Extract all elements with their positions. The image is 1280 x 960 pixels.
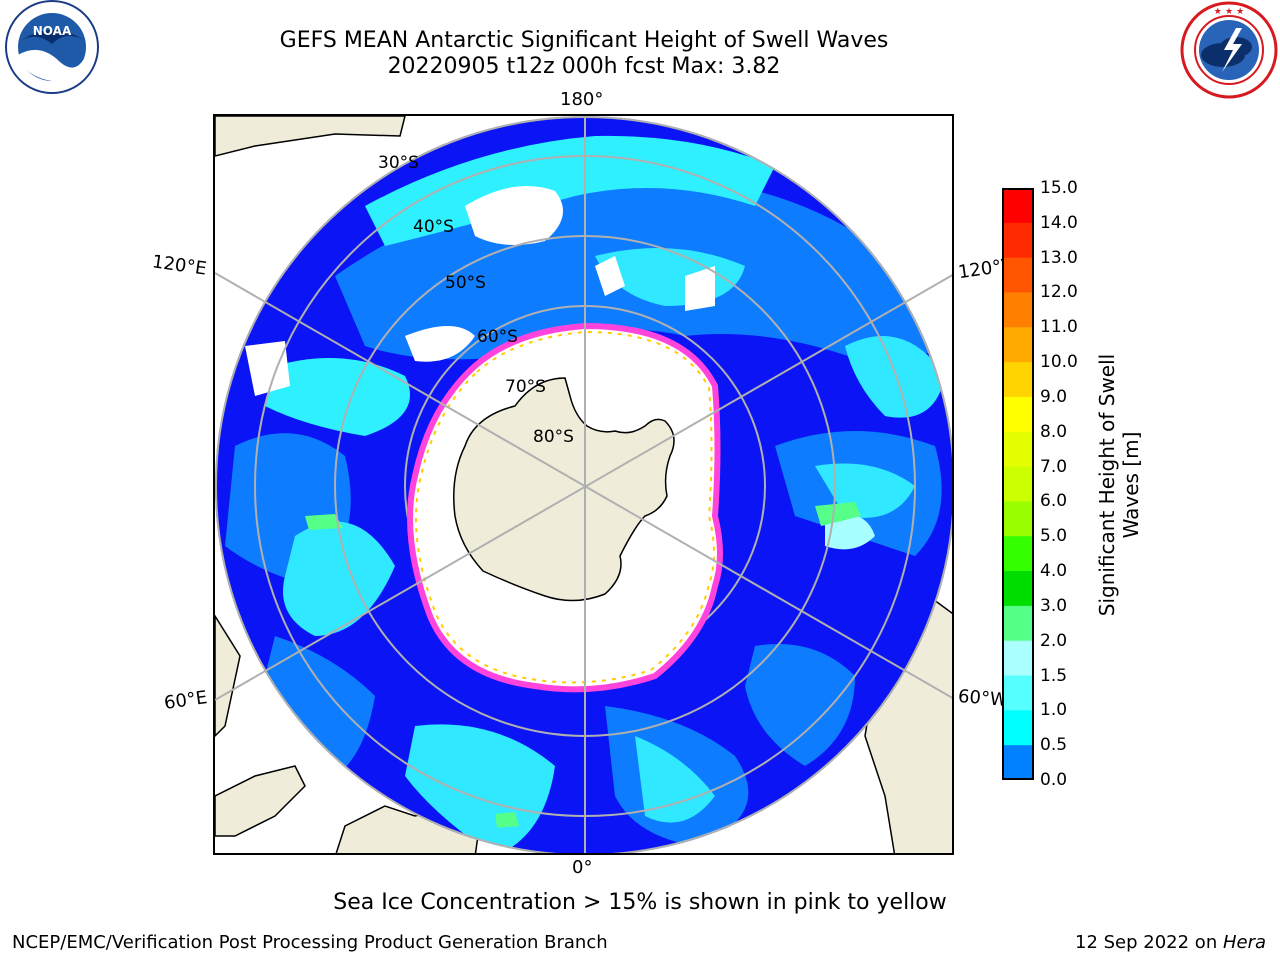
colorbar-segment [1002,640,1034,677]
colorbar-tick-label: 2.0 [1040,630,1068,651]
sea-ice-note: Sea Ice Concentration > 15% is shown in … [333,890,947,915]
colorbar-segment [1002,362,1034,398]
colorbar-segment [1002,745,1034,781]
colorbar-tick-label: 14.0 [1040,212,1078,233]
colorbar-tick-label: 1.0 [1040,700,1068,721]
lat-label-50s: 50°S [445,273,486,293]
colorbar-tick-label: 6.0 [1040,491,1068,512]
map-frame: 30°S 40°S 50°S 60°S 70°S 80°S [213,114,954,855]
lat-label-40s: 40°S [413,217,454,237]
colorbar-segment [1002,257,1034,293]
colorbar-segment [1002,536,1034,572]
colorbar-segment [1002,396,1034,433]
lon-label-120e: 120°E [150,251,208,280]
colorbar-tick-label: 9.0 [1040,386,1068,407]
colorbar-tick-label: 7.0 [1040,456,1068,477]
lat-label-60s: 60°S [477,327,518,347]
svg-text:★ ★ ★: ★ ★ ★ [1214,7,1244,17]
colorbar-label-line2: Waves [m] [1119,431,1143,539]
lat-label-30s: 30°S [378,153,419,173]
lat-label-80s: 80°S [533,427,574,447]
colorbar-segment [1002,431,1034,468]
footer-machine: Hera [1222,932,1266,953]
colorbar [1002,188,1034,816]
lon-label-0: 0° [572,857,593,878]
colorbar-segment [1002,571,1034,607]
colorbar-segment [1002,710,1034,746]
colorbar-label-line1: Significant Height of Swell [1095,353,1119,617]
lat-label-70s: 70°S [505,377,546,397]
colorbar-tick-label: 12.0 [1040,282,1078,303]
colorbar-segment [1002,675,1034,711]
colorbar-tick-label: 11.0 [1040,317,1078,338]
nws-logo: ★ ★ ★ [1178,0,1280,100]
globe-edge [215,116,952,853]
noaa-logo: NOAA [0,0,104,96]
masked-land [245,186,715,396]
colorbar-segment [1002,605,1034,642]
colorbar-segment [1002,501,1034,537]
colorbar-segment [1002,222,1034,259]
colorbar-label: Significant Height of Swell Waves [m] [1095,335,1143,635]
colorbar-border [1002,188,1034,780]
noaa-logo-text: NOAA [33,24,72,38]
colorbar-segment [1002,188,1034,224]
colorbar-segment [1002,292,1034,328]
colorbar-tick-label: 3.0 [1040,595,1068,616]
lon-label-180: 180° [560,89,604,110]
colorbar-tick-label: 4.0 [1040,561,1068,582]
antarctica [453,377,675,602]
colorbar-tick-label: 0.5 [1040,735,1068,756]
lon-label-60e: 60°E [162,687,209,714]
colorbar-tick-label: 0.0 [1040,770,1068,790]
colorbar-segment [1002,327,1034,363]
colorbar-tick-label: 8.0 [1040,421,1068,442]
colorbar-tick-label: 13.0 [1040,247,1078,268]
chart-title: GEFS MEAN Antarctic Significant Height o… [279,28,889,53]
sea-ice-fringe [415,330,715,684]
colorbar-svg [1002,188,1034,816]
lon-label-60w: 60°W [957,685,1009,712]
colorbar-tick-label: 10.0 [1040,352,1078,373]
footer-credit: NCEP/EMC/Verification Post Processing Pr… [12,932,608,953]
footer-date-text: 12 Sep 2022 on [1075,932,1223,953]
colorbar-tick-label: 5.0 [1040,526,1068,547]
colorbar-tick-label: 15.0 [1040,178,1078,198]
chart-subtitle: 20220905 t12z 000h fcst Max: 3.82 [387,54,781,79]
longitude-gridlines [215,116,952,853]
colorbar-segment [1002,466,1034,502]
footer-date: 12 Sep 2022 on Hera [1075,932,1266,953]
polar-map: 30°S 40°S 50°S 60°S 70°S 80°S [215,116,952,853]
colorbar-tick-label: 1.5 [1040,665,1068,686]
